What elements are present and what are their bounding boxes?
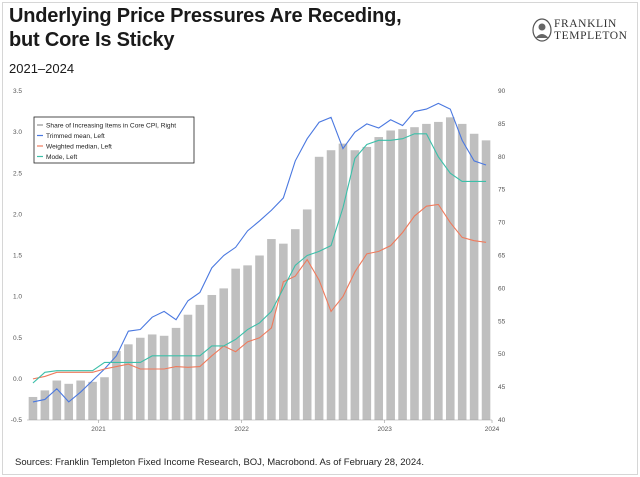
legend-label: Trimmed mean, Left	[46, 133, 105, 140]
y-left-tick-label: 2.5	[13, 170, 22, 177]
bar-11	[159, 335, 169, 420]
chart-plot: -0.5 0.0 0.5 1.0 1.5 2.0 2.5 3.0 3.5 40 45 50 55 60 65…	[11, 88, 506, 433]
title-line-1: Underlying Price Pressures Are Receding,	[9, 5, 402, 27]
y-right-tick-label: 75	[498, 187, 506, 194]
y-left-tick-label: 3.5	[13, 88, 22, 95]
bar-12	[171, 327, 181, 420]
bar-36	[457, 123, 467, 421]
bar-16	[219, 288, 229, 420]
y-right-tick-label: 50	[498, 351, 506, 358]
franklin-templeton-logo: FRANKLIN TEMPLETON	[532, 18, 636, 44]
x-tick-label: 2023	[377, 426, 392, 433]
legend-label: Share of Increasing Items in Core CPI, R…	[46, 122, 176, 129]
bar-25	[326, 150, 336, 420]
bar-14	[195, 304, 205, 420]
y-right-tick-label: 70	[498, 220, 506, 227]
y-left-tick-label: 0.5	[13, 335, 22, 342]
bar-37	[469, 133, 479, 420]
source-note: Sources: Franklin Templeton Fixed Income…	[15, 457, 425, 468]
mode-line	[32, 133, 487, 384]
title-line-2: but Core Is Sticky	[9, 29, 175, 51]
bar-series	[28, 117, 491, 421]
bar-30	[386, 130, 395, 421]
y-left-tick-label: 0.0	[13, 376, 22, 383]
franklin-portrait-icon	[532, 18, 552, 42]
y-right-tick-label: 45	[498, 384, 506, 391]
bar-1	[40, 390, 50, 420]
y-right-tick-label: 60	[498, 285, 506, 292]
bar-17	[231, 268, 240, 420]
bar-10	[147, 334, 157, 420]
bar-34	[434, 121, 443, 421]
bar-38	[481, 140, 491, 420]
bar-26	[338, 143, 348, 420]
x-tick-label: 2022	[234, 426, 249, 433]
bar-6	[100, 377, 109, 420]
y-right-tick-label: 40	[498, 417, 506, 424]
bar-33	[422, 123, 431, 421]
chart-title: Underlying Price Pressures Are Receding,…	[9, 4, 402, 52]
bar-4	[76, 380, 85, 420]
bar-7	[112, 350, 121, 420]
bar-28	[362, 146, 372, 420]
logo-line-1: FRANKLIN	[554, 18, 617, 30]
bar-29	[374, 137, 384, 420]
chart-subtitle: 2021–2024	[9, 61, 75, 76]
y-right-tick-label: 55	[498, 318, 506, 325]
bar-8	[124, 344, 133, 420]
y-right-tick-label: 65	[498, 253, 506, 260]
axes: -0.5 0.0 0.5 1.0 1.5 2.0 2.5 3.0 3.5 40 45 50 55 60 65…	[11, 88, 506, 433]
bar-5	[88, 381, 97, 420]
bar-35	[445, 117, 455, 420]
logo-line-2: TEMPLETON	[554, 30, 628, 42]
bar-9	[135, 337, 145, 420]
legend-label: Weighted median, Left	[46, 143, 112, 150]
bar-0	[28, 396, 38, 420]
bar-31	[398, 129, 407, 420]
legend-box	[33, 116, 195, 164]
bar-2	[52, 380, 62, 420]
bar-32	[410, 127, 419, 420]
legend: Share of Increasing Items in Core CPI, R…	[33, 116, 195, 164]
y-right-tick-label: 90	[498, 88, 506, 95]
bar-24	[314, 156, 324, 421]
bar-15	[207, 294, 217, 420]
y-left-tick-label: 2.0	[13, 211, 22, 218]
bar-22	[290, 229, 300, 420]
weighted-median-line	[32, 203, 487, 380]
y-left-tick-label: 1.5	[13, 253, 22, 260]
bar-21	[279, 243, 288, 420]
x-tick-label: 2024	[485, 426, 500, 433]
bar-18	[243, 265, 252, 420]
y-left-tick-label: -0.5	[11, 417, 23, 424]
bar-27	[350, 150, 360, 420]
trimmed-mean-line	[32, 102, 487, 403]
x-tick-label: 2021	[91, 426, 106, 433]
bar-23	[302, 209, 312, 420]
legend-label: Mode, Left	[46, 154, 77, 161]
y-left-tick-label: 3.0	[13, 129, 22, 136]
y-right-tick-label: 80	[498, 154, 506, 161]
bar-20	[267, 239, 276, 420]
y-right-tick-label: 85	[498, 121, 506, 128]
line-series	[32, 102, 487, 403]
y-left-tick-label: 1.0	[13, 294, 22, 301]
